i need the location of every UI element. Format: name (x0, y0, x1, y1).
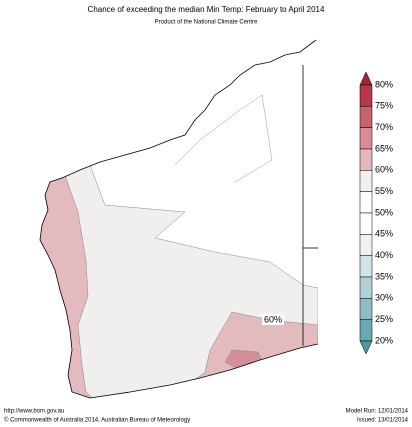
colorbar-label: 80% (375, 79, 393, 89)
colorbar-label: 50% (375, 207, 393, 217)
colorbar-bin (359, 106, 373, 128)
model-run: Model Run: 12/01/2014 (346, 409, 409, 415)
colorbar-bin (359, 148, 373, 171)
colorbar-over (359, 71, 373, 86)
colorbar-label: 45% (375, 229, 393, 239)
colorbar-label: 75% (375, 101, 393, 111)
colorbar-bin (359, 276, 373, 299)
label-bg (262, 314, 284, 325)
map (40, 94, 318, 398)
issued: Issued: 13/01/2014 (357, 418, 409, 424)
colorbar-label: 30% (375, 293, 393, 303)
title: Chance of exceeding the median Min Temp:… (88, 5, 325, 14)
colorbar-bin (359, 255, 373, 278)
colorbar-bin (359, 234, 373, 256)
colorbar-label: 25% (375, 314, 393, 324)
subtitle: Product of the National Climate Centre (155, 20, 258, 26)
colorbar-label: 60% (375, 165, 393, 175)
colorbar-label: 20% (375, 335, 393, 345)
colorbar-label: 65% (375, 143, 393, 153)
colorbar: 80% 75% 70% 65% 60% 55% 50% 45% 40% 35% 30% 25% 20% (359, 71, 393, 355)
colorbar-label: 55% (375, 186, 393, 196)
map-label: 60% (264, 314, 282, 324)
colorbar-bin (359, 170, 373, 192)
colorbar-bin (359, 191, 373, 214)
colorbar-bin (359, 84, 373, 107)
footer-copyright: © Commonwealth of Australia 2014, Austra… (4, 417, 190, 424)
colorbar-label: 35% (375, 271, 393, 281)
colorbar-bin (359, 127, 373, 150)
footer-url: http://www.bom.gov.au (4, 409, 64, 415)
colorbar-bin (359, 212, 373, 235)
colorbar-bin (359, 319, 373, 342)
coastline (39, 39, 319, 399)
colorbar-label: 40% (375, 250, 393, 260)
colorbar-bin (359, 298, 373, 320)
colorbar-under (359, 340, 373, 355)
contour (174, 94, 273, 183)
colorbar-label: 70% (375, 122, 393, 132)
